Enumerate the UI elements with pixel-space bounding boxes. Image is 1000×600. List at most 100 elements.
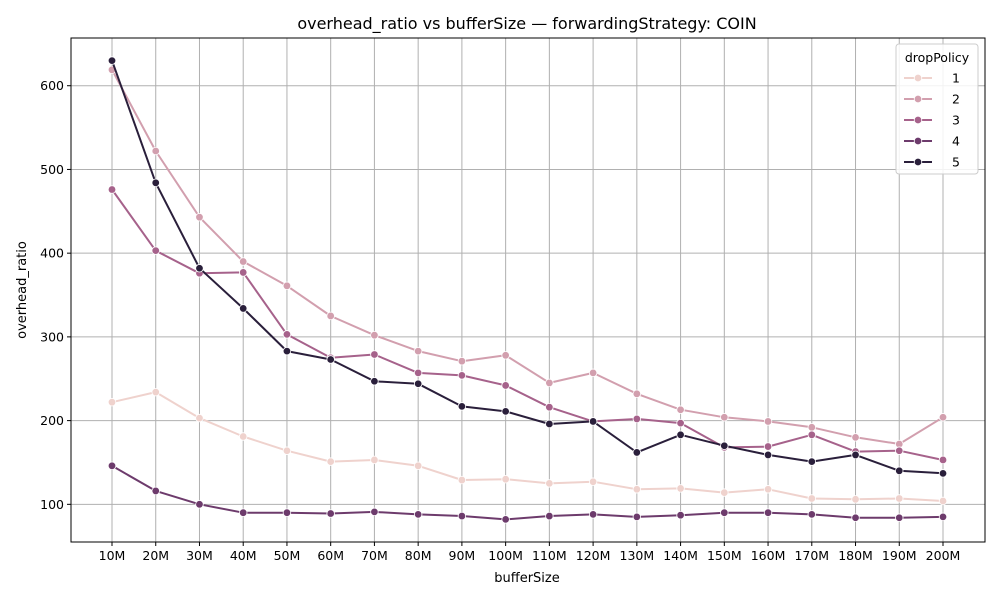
x-tick-label: 70M <box>361 548 388 563</box>
data-point <box>632 512 642 522</box>
legend-entry: 2 <box>904 92 960 107</box>
x-tick-label: 180M <box>838 548 873 563</box>
series-3 <box>107 185 948 465</box>
legend-swatch-marker <box>913 157 923 167</box>
series-1 <box>107 387 948 506</box>
y-axis-label: overhead_ratio <box>15 241 30 339</box>
data-point <box>720 413 729 422</box>
x-tick-label: 10M <box>99 548 126 563</box>
data-point <box>413 379 423 388</box>
series-4 <box>107 461 948 524</box>
data-point <box>370 507 379 517</box>
legend-entry: 4 <box>904 134 960 149</box>
data-point <box>807 430 816 440</box>
data-point <box>895 494 904 503</box>
series-layer <box>107 56 948 524</box>
data-point <box>195 264 204 273</box>
x-tick-label: 190M <box>882 548 917 563</box>
data-point <box>239 304 248 313</box>
chart-title: overhead_ratio vs bufferSize — forwardin… <box>297 14 756 34</box>
x-tick-label: 80M <box>405 548 432 563</box>
data-point <box>938 413 948 422</box>
data-point <box>326 355 335 364</box>
x-tick-label: 150M <box>707 548 742 563</box>
data-point <box>895 513 904 522</box>
legend-label: 1 <box>952 71 960 86</box>
series-line <box>111 391 944 502</box>
x-tick-label: 200M <box>926 548 961 563</box>
data-point <box>413 461 423 471</box>
data-point <box>326 457 335 466</box>
x-tick-label: 130M <box>620 548 655 563</box>
data-point <box>370 350 379 359</box>
data-point <box>370 377 379 386</box>
data-point <box>413 368 423 378</box>
series-line <box>111 69 944 445</box>
x-tick-label: 50M <box>274 548 301 563</box>
data-point <box>413 346 423 356</box>
data-point <box>282 281 292 291</box>
data-point <box>720 508 729 517</box>
data-point <box>676 418 685 428</box>
data-point <box>676 511 685 520</box>
data-point <box>501 351 510 360</box>
legend-label: 4 <box>952 134 960 149</box>
plot-frame <box>70 37 986 543</box>
data-point <box>588 477 598 486</box>
data-point <box>851 433 860 442</box>
x-tick-label: 90M <box>449 548 476 563</box>
legend-swatch-marker <box>913 115 923 125</box>
data-point <box>195 500 204 509</box>
x-tick-label: 140M <box>663 548 698 563</box>
x-tick-label: 160M <box>751 548 786 563</box>
data-point <box>588 510 598 519</box>
data-point <box>326 509 335 518</box>
data-point <box>763 442 773 451</box>
data-point <box>107 56 117 65</box>
y-tick-label: 100 <box>40 497 64 512</box>
data-point <box>676 484 685 493</box>
x-tick-label: 30M <box>186 548 213 563</box>
x-tick-label: 120M <box>576 548 611 563</box>
data-point <box>107 397 117 407</box>
data-point <box>588 417 598 426</box>
series-line <box>111 464 944 521</box>
data-point <box>501 381 510 390</box>
data-point <box>239 268 248 277</box>
data-point <box>282 330 292 339</box>
data-point <box>763 417 773 426</box>
x-tick-label: 20M <box>142 548 169 563</box>
legend-entry: 1 <box>904 71 960 86</box>
data-point <box>457 356 467 366</box>
legend-swatch-marker <box>913 73 923 83</box>
data-point <box>370 455 379 465</box>
data-point <box>501 407 510 416</box>
x-tick-label: 40M <box>230 548 257 563</box>
data-point <box>501 515 510 524</box>
data-point <box>895 466 904 476</box>
data-point <box>851 495 860 504</box>
data-point <box>151 146 160 156</box>
data-point <box>457 402 467 411</box>
x-tick-label: 100M <box>488 548 523 563</box>
legend: dropPolicy 1 2 3 4 5 <box>895 43 979 175</box>
data-point <box>107 185 117 194</box>
legend-label: 3 <box>952 113 960 128</box>
data-point <box>545 378 554 388</box>
data-point <box>151 486 160 496</box>
data-point <box>501 475 510 484</box>
series-line <box>111 60 944 475</box>
x-tick-label: 110M <box>532 548 567 563</box>
data-point <box>457 475 467 485</box>
data-point <box>457 371 467 380</box>
series-5 <box>107 56 948 478</box>
legend-entry: 5 <box>904 155 960 170</box>
series-line <box>111 188 944 461</box>
x-tick-label: 170M <box>794 548 829 563</box>
data-point <box>239 432 248 441</box>
legend-swatch-marker <box>913 94 923 104</box>
legend-title: dropPolicy <box>905 50 970 65</box>
data-point <box>239 508 248 517</box>
data-point <box>195 413 204 423</box>
